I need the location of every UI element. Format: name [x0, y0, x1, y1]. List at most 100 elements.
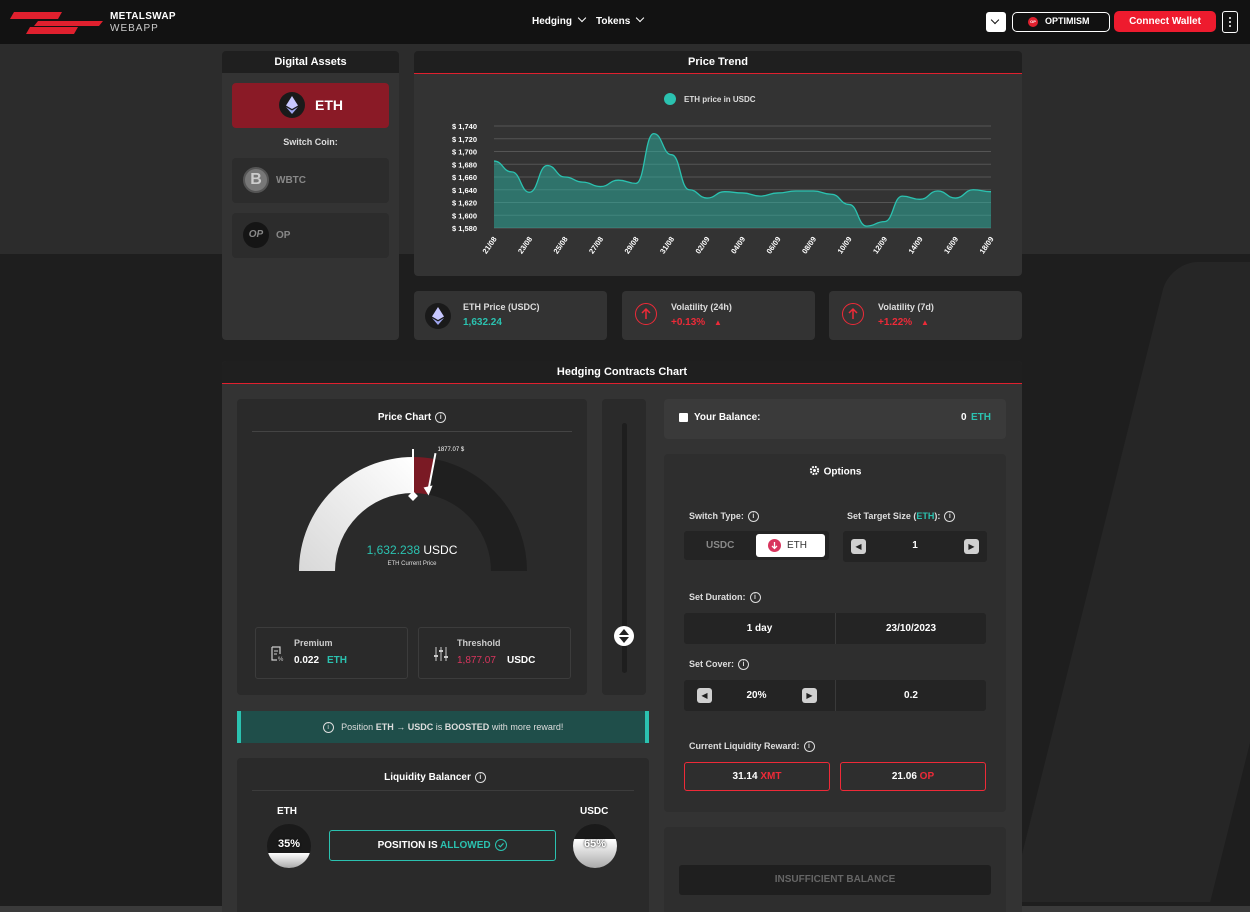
boost-text-pre: Position [341, 722, 374, 732]
stat-value: +1.22% [878, 317, 913, 328]
reward-xmt-unit: XMT [760, 771, 782, 782]
boost-text-is: is [435, 722, 443, 732]
x-tick-label: 31/08 [658, 235, 676, 256]
switch-type-eth[interactable]: ETH [756, 534, 825, 557]
nav-tokens[interactable]: Tokens [596, 13, 645, 27]
chevron-down-icon [577, 13, 587, 23]
decrement-button[interactable]: ◀ [851, 539, 866, 554]
price-chart-title-text: Price Chart [377, 412, 432, 424]
balance-unit: ETH [971, 412, 991, 423]
duration-label: Set Duration: i [689, 592, 761, 604]
duration-date[interactable]: 23/10/2023 [885, 623, 937, 634]
reward-op-value: 21.06 [891, 771, 917, 782]
threshold-label: Threshold [457, 638, 501, 648]
bitcoin-icon: B [243, 167, 269, 193]
nav-hedging[interactable]: Hedging [532, 13, 587, 27]
coin-wbtc-button[interactable]: B WBTC [232, 158, 389, 203]
reward-xmt-box: 31.14 XMT [684, 762, 830, 791]
x-tick-label: 25/08 [551, 235, 569, 256]
brand-name: METALSWAP [110, 11, 176, 22]
current-price-unit: USDC [423, 543, 458, 557]
eth-balance-label: ETH [277, 806, 297, 817]
metalswap-logo[interactable] [8, 12, 103, 34]
target-size-label: Set Target Size (ETH): i [847, 511, 956, 523]
nav-hedging-label: Hedging [532, 16, 572, 27]
info-icon[interactable]: i [738, 659, 750, 671]
target-size-value[interactable]: 1 [912, 540, 918, 551]
duration-selector: 1 day 23/10/2023 [684, 613, 986, 644]
network-label: OPTIMISM [1045, 16, 1090, 26]
x-tick-label: 06/09 [764, 235, 782, 256]
arrow-up-circle-icon [842, 303, 864, 325]
premium-value: 0.022 [294, 655, 320, 666]
ethereum-icon [279, 92, 305, 118]
info-icon[interactable]: i [749, 592, 761, 604]
optimism-icon: OP [1028, 17, 1038, 27]
coin-op-button[interactable]: OP OP [232, 213, 389, 258]
duration-value[interactable]: 1 day [746, 623, 773, 634]
decrement-button[interactable]: ◀ [697, 688, 712, 703]
usdc-balance-gauge: 65% [573, 824, 617, 868]
info-icon[interactable]: i [747, 511, 759, 523]
panel-title: Digital Assets [222, 51, 399, 73]
cover-value[interactable]: 20% [746, 690, 767, 701]
threshold-marker [423, 485, 433, 496]
price-trend-panel: Price Trend ETH price in USDC $ 1,580 $ 1,… [414, 51, 1022, 276]
theme-dropdown-button[interactable] [986, 12, 1006, 32]
duration-label-text: Set Duration: [689, 592, 746, 602]
ethereum-icon [425, 303, 451, 329]
threshold-box: Threshold 1,877.07 USDC [418, 627, 571, 679]
boost-to-coin: USDC [407, 722, 434, 732]
increment-button[interactable]: ▶ [964, 539, 979, 554]
network-selector-button[interactable]: OP OPTIMISM [1012, 12, 1110, 32]
switch-type-toggle: USDC ETH [684, 531, 829, 560]
cover-label: Set Cover: i [689, 659, 750, 671]
gauge-upper-segment [427, 459, 527, 571]
position-status-text: POSITION IS [377, 840, 438, 851]
target-size-label-coin: ETH [916, 511, 935, 521]
boost-text-post: with more reward! [491, 722, 564, 732]
switch-coin-label: Switch Coin: [283, 137, 338, 147]
sort-arrows-icon [614, 626, 634, 651]
price-chart-card: Price Chart i 1877.07 $ 1,632.238 USDC ET… [237, 399, 587, 695]
x-tick-label: 14/09 [906, 235, 924, 256]
target-size-label-post: ): [934, 511, 941, 521]
threshold-slider-track[interactable] [622, 423, 627, 673]
stat-label: Volatility (7d) [878, 302, 934, 312]
threshold-slider-handle[interactable] [614, 626, 634, 646]
info-icon[interactable]: i [803, 741, 815, 753]
increment-button[interactable]: ▶ [802, 688, 817, 703]
cover-amount: 0.2 [904, 690, 918, 701]
options-title-text: Options [823, 466, 862, 478]
connect-wallet-button[interactable]: Connect Wallet [1114, 11, 1216, 32]
x-tick-label: 23/08 [516, 235, 534, 256]
y-tick-label: $ 1,740 [452, 122, 477, 131]
insufficient-balance-button[interactable]: INSUFFICIENT BALANCE [679, 865, 991, 895]
eth-balance-gauge: 35% [267, 824, 311, 868]
info-icon[interactable]: i [435, 412, 447, 423]
submit-card: INSUFFICIENT BALANCE [664, 827, 1006, 912]
x-tick-label: 08/09 [800, 235, 818, 256]
info-icon[interactable]: i [474, 772, 486, 783]
hedging-contracts-panel: Hedging Contracts Chart Price Chart i 187… [222, 361, 1022, 912]
current-price-caption: ETH Current Price [387, 561, 437, 567]
coin-eth-button[interactable]: ETH [232, 83, 389, 128]
premium-unit: ETH [327, 655, 347, 666]
info-icon: i [322, 722, 334, 734]
current-price-readout: 1,632.238 USDC [237, 543, 587, 557]
more-menu-button[interactable] [1222, 11, 1238, 33]
x-tick-label: 27/08 [587, 235, 605, 256]
boost-banner: i Position ETH → USDC is BOOSTED with mo… [237, 711, 649, 743]
info-icon[interactable]: i [944, 511, 956, 523]
switch-type-usdc[interactable]: USDC [706, 540, 735, 551]
position-status-box: POSITION IS ALLOWED [329, 830, 556, 861]
x-tick-label: 29/08 [622, 235, 640, 256]
gauge-lower-segment [299, 457, 413, 571]
boost-arrow: → [396, 722, 406, 732]
switch-type-label-text: Switch Type: [689, 511, 744, 521]
reward-op-unit: OP [919, 771, 935, 782]
chevron-down-icon [990, 15, 1000, 25]
stat-value: +0.13% [671, 317, 706, 328]
volatility-7d-card: Volatility (7d) +1.22% ▲ [829, 291, 1022, 340]
panel-title: Price Trend [414, 51, 1022, 74]
